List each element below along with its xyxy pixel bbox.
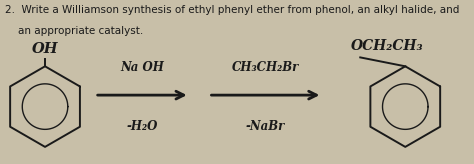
Text: Na OH: Na OH [120,61,164,74]
Text: an appropriate catalyst.: an appropriate catalyst. [5,26,143,36]
Text: OH: OH [32,42,58,56]
Text: -H₂O: -H₂O [127,120,158,133]
Text: 2.  Write a Williamson synthesis of ethyl phenyl ether from phenol, an alkyl hal: 2. Write a Williamson synthesis of ethyl… [5,5,459,15]
Text: CH₃CH₂Br: CH₃CH₂Br [232,61,299,74]
Text: -NaBr: -NaBr [246,120,285,133]
Text: OCH₂CH₃: OCH₂CH₃ [351,39,423,53]
